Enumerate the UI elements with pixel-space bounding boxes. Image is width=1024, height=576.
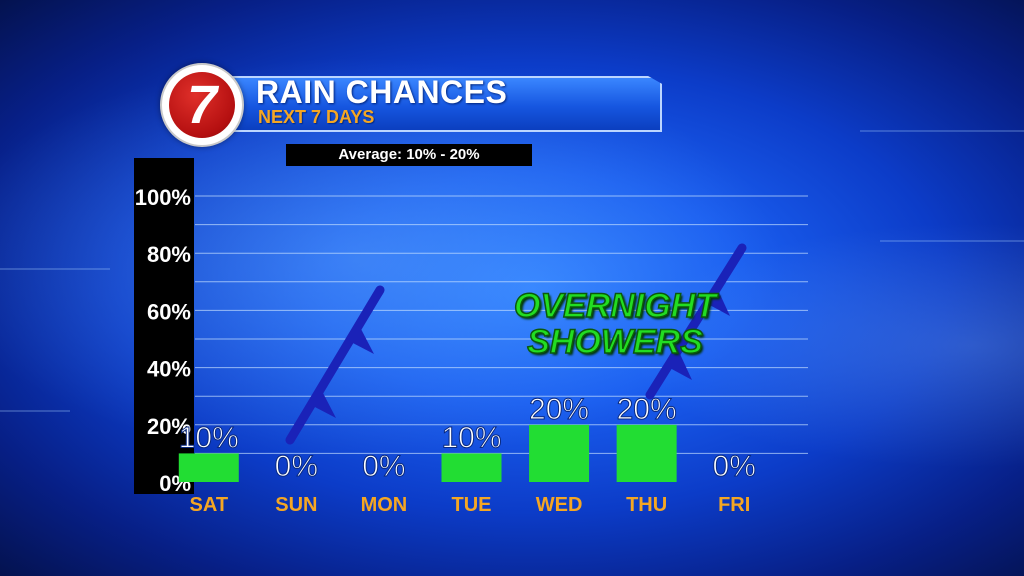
cold-front-symbol <box>645 243 747 400</box>
bar <box>616 424 677 482</box>
day-label: SAT <box>190 494 229 516</box>
chart-subtitle: NEXT 7 DAYS <box>258 107 375 127</box>
y-tick-label: 20% <box>147 414 191 439</box>
chart-title: RAIN CHANCES <box>256 74 508 110</box>
bar <box>441 453 502 482</box>
value-label: 10% <box>441 421 501 454</box>
annotation-line-1: OVERNIGHT <box>513 287 717 325</box>
y-tick-label: 60% <box>147 299 191 324</box>
value-label: 0% <box>713 450 756 483</box>
cold-front-symbol <box>285 285 385 445</box>
average-label: Average: 10% - 20% <box>286 144 532 166</box>
bars <box>178 424 677 482</box>
value-label: 20% <box>529 393 589 426</box>
day-label: SUN <box>275 494 317 516</box>
logo-seven: 7 <box>169 72 235 138</box>
day-label: TUE <box>452 494 492 516</box>
day-label: FRI <box>718 494 750 516</box>
overnight-showers-annotation: OVERNIGHT SHOWERS <box>513 287 717 361</box>
value-label: 10% <box>179 421 239 454</box>
value-label: 0% <box>275 450 318 483</box>
decorative-line <box>880 240 1024 242</box>
day-label: WED <box>536 494 583 516</box>
y-tick-label: 40% <box>147 357 191 382</box>
bar <box>529 424 590 482</box>
day-label: MON <box>361 494 408 516</box>
day-label: THU <box>626 494 667 516</box>
value-labels: 10% 0% 0% 10% 20% 20% 0% <box>178 392 756 483</box>
y-tick-label: 80% <box>147 242 191 267</box>
annotation-line-2: SHOWERS <box>526 323 703 361</box>
decorative-line <box>0 410 70 412</box>
station-logo: 7 <box>160 63 244 147</box>
y-axis-panel <box>134 158 194 494</box>
value-label: 0% <box>362 450 405 483</box>
value-label: 20% <box>617 393 677 426</box>
decorative-line <box>0 268 110 270</box>
day-labels: SAT SUN MON TUE WED THU FRI <box>190 494 751 516</box>
decorative-line <box>860 130 1024 132</box>
bar <box>178 453 239 482</box>
y-axis-ticks: 0%20%40%60%80%100% <box>135 185 191 496</box>
y-tick-label: 100% <box>135 185 191 210</box>
title-banner <box>200 76 662 132</box>
